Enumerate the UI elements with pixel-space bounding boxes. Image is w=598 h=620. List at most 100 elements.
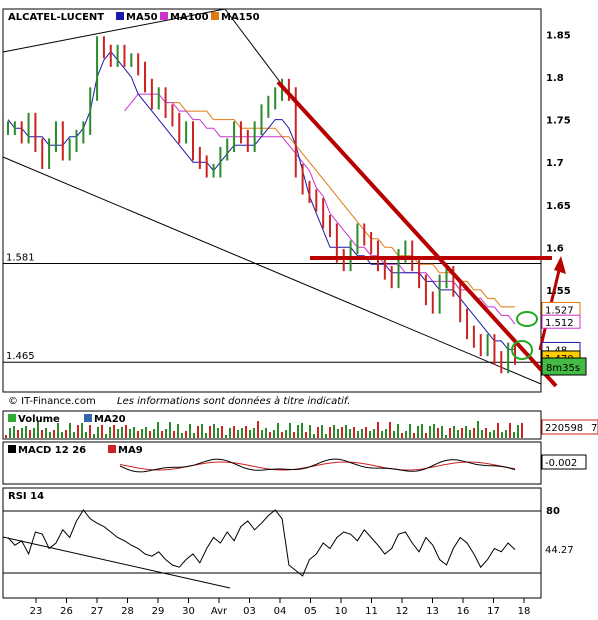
volume-bar (249, 430, 251, 438)
price-touch-circle (511, 340, 533, 360)
volume-legend-label: Volume (18, 414, 60, 425)
rsi-series (7, 509, 516, 577)
rsi-y-tick: 80 (546, 506, 560, 517)
rsi-tag-text: 44.27 (545, 545, 574, 556)
volume-bar (413, 433, 415, 438)
volume-bar (105, 434, 107, 438)
volume-bar (45, 428, 47, 438)
volume-bar (493, 430, 495, 438)
volume-bar (133, 427, 135, 438)
volume-bar (305, 432, 307, 438)
volume-bar (313, 434, 315, 438)
volume-bar (385, 429, 387, 438)
volume-bar (213, 424, 215, 438)
volume-bar (285, 430, 287, 438)
watermark-text: © IT-Finance.com (8, 396, 96, 407)
x-axis-label: 05 (304, 606, 317, 617)
volume-bar (345, 425, 347, 438)
volume-bar (433, 424, 435, 438)
breakout-arrow-head (554, 256, 566, 274)
volume-bar (113, 425, 115, 438)
x-axis: 23 26 27 28 29 30 Avr 03 04 05 10 11 12 13 16 17 18 (30, 598, 530, 617)
volume-bar (373, 429, 375, 438)
volume-bar (93, 434, 95, 438)
volume-bar (297, 425, 299, 438)
volume-bar (301, 423, 303, 438)
rsi-trend-line (2, 536, 231, 589)
x-axis-label: 16 (457, 606, 470, 617)
volume-bar (329, 427, 331, 438)
volume-bar (37, 421, 39, 438)
volume-bar (145, 427, 147, 438)
ma100-line (124, 93, 516, 325)
support-line-label: 1.465 (6, 351, 35, 362)
legend-swatch-ma50 (116, 12, 124, 20)
legend-swatch-ma150 (211, 12, 219, 20)
volume-bar (277, 423, 279, 438)
volume-panel: Volume MA20 220598 7 (2, 410, 598, 440)
volume-bar (125, 425, 127, 438)
volume-bar (201, 424, 203, 438)
volume-bar (441, 426, 443, 438)
macd-legend-swatch (108, 445, 116, 453)
volume-bar (333, 425, 335, 438)
volume-bar (41, 430, 43, 438)
volume-bar (265, 428, 267, 438)
volume-bar (101, 425, 103, 438)
x-axis-label: 17 (487, 606, 500, 617)
volume-bar (97, 427, 99, 438)
volume-bar (405, 431, 407, 438)
volume-bar (473, 428, 475, 438)
volume-bar (449, 428, 451, 438)
volume-bar (21, 428, 23, 438)
volume-bar (161, 431, 163, 438)
macd-legend-swatch (8, 445, 16, 453)
legend-label-ma50: MA50 (126, 12, 158, 23)
volume-bar (365, 427, 367, 438)
price-bars (7, 36, 516, 374)
volume-bar (489, 432, 491, 438)
volume-bar (225, 435, 227, 438)
volume-tag (541, 419, 598, 435)
volume-tag-cut: 7 (591, 423, 597, 434)
volume-bar (457, 430, 459, 438)
volume-bar (81, 423, 83, 438)
volume-bar (337, 429, 339, 438)
volume-bar (25, 426, 27, 438)
price-tag-box (541, 314, 581, 329)
volume-bar (421, 424, 423, 438)
price-panel: 1.581 1.465 ALCATEL-LUCENT MA50 MA100 MA150… (2, 8, 587, 407)
volume-bar (173, 431, 175, 438)
volume-bar (149, 431, 151, 438)
volume-bar (497, 423, 499, 438)
price-tag-text: 1.512 (545, 318, 574, 329)
price-y-tick: 1.7 (546, 158, 564, 169)
volume-bar (65, 430, 67, 438)
price-y-tick: 1.6 (546, 243, 564, 254)
volume-bar (253, 428, 255, 438)
x-axis-label: 11 (365, 606, 378, 617)
volume-bar (469, 430, 471, 438)
volume-bar (341, 427, 343, 438)
volume-bar (389, 422, 391, 438)
price-y-tick: 1.85 (546, 31, 571, 42)
channel-upper-line (2, 8, 226, 53)
volume-bar (121, 427, 123, 438)
support-lines: 1.581 1.465 (3, 252, 541, 363)
x-axis-label: Avr (211, 606, 228, 617)
rsi-y-axis: 80 (546, 506, 560, 517)
volume-bar (393, 431, 395, 438)
legend-label-ma150: MA150 (221, 12, 260, 23)
volume-bar (317, 427, 319, 438)
x-axis-label: 12 (396, 606, 409, 617)
rsi-panel: RSI 14 80 44.27 (2, 487, 574, 599)
volume-tag-text: 220598 (545, 423, 583, 434)
volume-bar (513, 432, 515, 438)
macd-panel: MACD 12 26 MA9 -0.002 (2, 441, 587, 485)
volume-bar (13, 426, 15, 438)
support-line-label: 1.581 (6, 252, 35, 263)
volume-bar (193, 433, 195, 438)
volume-bar (273, 430, 275, 438)
